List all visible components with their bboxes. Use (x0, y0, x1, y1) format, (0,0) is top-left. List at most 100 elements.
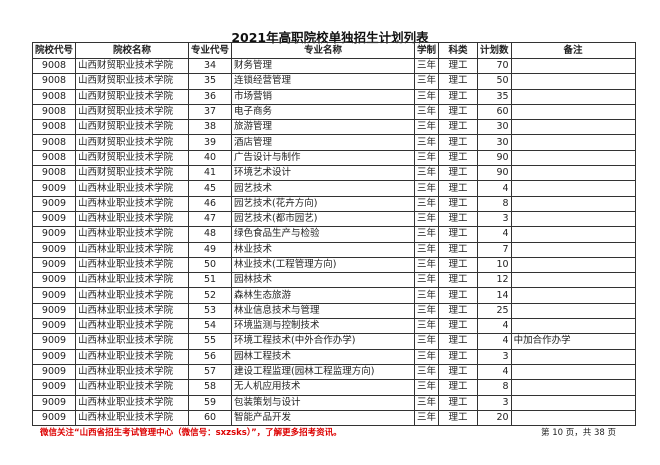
cell-school-name: 山西财贸职业技术学院 (75, 88, 190, 105)
cell-remarks (510, 73, 636, 90)
cell-plan-count: 3 (477, 394, 512, 411)
cell-major-code: 41 (188, 165, 233, 182)
cell-major-code: 48 (188, 226, 233, 243)
cell-duration: 三年 (414, 195, 440, 212)
cell-major-code: 46 (188, 195, 233, 212)
table-row: 9009 山西林业职业技术学院 53 林业信息技术与管理 三年 理工 25 (31, 302, 636, 320)
cell-school-name: 山西财贸职业技术学院 (75, 149, 190, 167)
cell-category: 理工 (438, 302, 479, 320)
cell-remarks (510, 394, 636, 411)
cell-category: 理工 (438, 409, 479, 427)
cell-duration: 三年 (414, 394, 440, 411)
cell-plan-count: 4 (477, 318, 512, 335)
table-row: 9009 山西林业职业技术学院 57 建设工程监理(园林工程监理方向) 三年 理工 4 (31, 363, 636, 381)
cell-school-code: 9009 (31, 363, 77, 381)
cell-major-name: 林业信息技术与管理 (231, 302, 416, 320)
cell-remarks (510, 363, 636, 381)
footer-notice: 微信关注“山西省招生考试管理中心（微信号：sxzsks）”，了解更多招考资讯。 (40, 428, 342, 438)
cell-major-name: 财务管理 (231, 57, 416, 75)
cell-plan-count: 90 (477, 149, 512, 167)
cell-school-name: 山西林业职业技术学院 (75, 210, 190, 228)
cell-major-code: 54 (188, 318, 233, 335)
cell-school-name: 山西林业职业技术学院 (75, 348, 190, 365)
cell-category: 理工 (438, 165, 479, 182)
cell-major-name: 林业技术 (231, 241, 416, 258)
table-row: 9009 山西林业职业技术学院 60 智能产品开发 三年 理工 20 (31, 409, 636, 427)
cell-plan-count: 60 (477, 103, 512, 121)
cell-remarks (510, 348, 636, 365)
cell-school-code: 9009 (31, 210, 77, 228)
cell-major-code: 52 (188, 287, 233, 304)
table-row: 9009 山西林业职业技术学院 51 园林技术 三年 理工 12 (31, 272, 636, 289)
cell-school-name: 山西林业职业技术学院 (75, 256, 190, 274)
cell-category: 理工 (438, 318, 479, 335)
cell-school-code: 9008 (31, 73, 77, 90)
cell-remarks (510, 272, 636, 289)
cell-school-name: 山西林业职业技术学院 (75, 333, 190, 350)
cell-category: 理工 (438, 272, 479, 289)
cell-school-name: 山西林业职业技术学院 (75, 379, 190, 396)
cell-major-code: 50 (188, 256, 233, 274)
cell-school-code: 9009 (31, 379, 77, 396)
cell-plan-count: 10 (477, 256, 512, 274)
cell-major-name: 无人机应用技术 (231, 379, 416, 396)
cell-school-code: 9008 (31, 57, 77, 75)
cell-remarks (510, 149, 636, 167)
cell-duration: 三年 (414, 165, 440, 182)
cell-major-code: 38 (188, 119, 233, 136)
table-row: 9009 山西林业职业技术学院 50 林业技术(工程管理方向) 三年 理工 10 (31, 256, 636, 274)
cell-major-code: 45 (188, 180, 233, 197)
cell-major-code: 58 (188, 379, 233, 396)
cell-plan-count: 8 (477, 195, 512, 212)
cell-duration: 三年 (414, 363, 440, 381)
cell-duration: 三年 (414, 241, 440, 258)
cell-category: 理工 (438, 226, 479, 243)
cell-plan-count: 35 (477, 88, 512, 105)
cell-major-name: 包装策划与设计 (231, 394, 416, 411)
header-duration: 学制 (414, 42, 440, 59)
cell-school-name: 山西财贸职业技术学院 (75, 165, 190, 182)
cell-remarks (510, 302, 636, 320)
enrollment-table: 院校代号 院校名称 专业代号 专业名称 学制 科类 计划数 备注 9008 山西财贸职业技术学院… (31, 42, 636, 427)
cell-major-code: 55 (188, 333, 233, 350)
cell-school-name: 山西财贸职业技术学院 (75, 73, 190, 90)
cell-major-name: 园艺技术 (231, 180, 416, 197)
cell-remarks (510, 134, 636, 151)
cell-major-code: 35 (188, 73, 233, 90)
cell-plan-count: 90 (477, 165, 512, 182)
cell-duration: 三年 (414, 287, 440, 304)
table-row: 9009 山西林业职业技术学院 49 林业技术 三年 理工 7 (31, 241, 636, 258)
cell-school-code: 9009 (31, 226, 77, 243)
cell-major-name: 园艺技术(花卉方向) (231, 195, 416, 212)
cell-major-name: 智能产品开发 (231, 409, 416, 427)
cell-remarks (510, 195, 636, 212)
table-row: 9008 山西财贸职业技术学院 40 广告设计与制作 三年 理工 90 (31, 149, 636, 167)
cell-school-name: 山西林业职业技术学院 (75, 241, 190, 258)
cell-major-code: 39 (188, 134, 233, 151)
cell-category: 理工 (438, 363, 479, 381)
cell-school-code: 9008 (31, 103, 77, 121)
cell-school-name: 山西林业职业技术学院 (75, 363, 190, 381)
cell-school-name: 山西林业职业技术学院 (75, 409, 190, 427)
cell-major-code: 57 (188, 363, 233, 381)
cell-school-code: 9008 (31, 165, 77, 182)
cell-duration: 三年 (414, 73, 440, 90)
cell-plan-count: 30 (477, 119, 512, 136)
table-row: 9009 山西林业职业技术学院 47 园艺技术(都市园艺) 三年 理工 3 (31, 210, 636, 228)
cell-plan-count: 4 (477, 333, 512, 350)
cell-category: 理工 (438, 210, 479, 228)
cell-plan-count: 4 (477, 226, 512, 243)
cell-remarks (510, 165, 636, 182)
cell-remarks (510, 119, 636, 136)
cell-duration: 三年 (414, 57, 440, 75)
cell-category: 理工 (438, 149, 479, 167)
cell-plan-count: 14 (477, 287, 512, 304)
cell-category: 理工 (438, 348, 479, 365)
page-title: 2021年高职院校单独招生计划列表 (231, 30, 429, 45)
cell-duration: 三年 (414, 318, 440, 335)
cell-remarks (510, 379, 636, 396)
cell-school-code: 9008 (31, 134, 77, 151)
cell-school-code: 9008 (31, 149, 77, 167)
cell-major-name: 酒店管理 (231, 134, 416, 151)
